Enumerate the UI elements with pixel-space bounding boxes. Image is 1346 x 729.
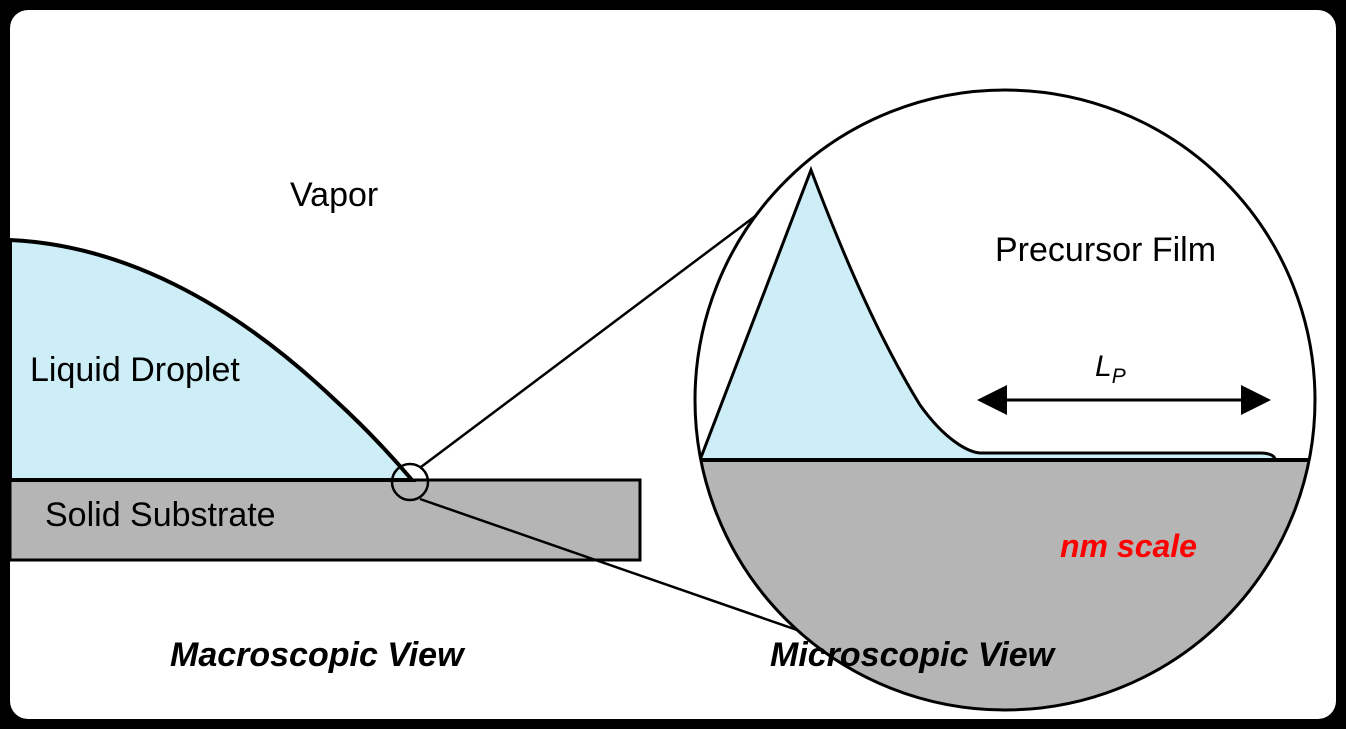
label-liquid-droplet: Liquid Droplet [30, 351, 240, 390]
label-microscopic-view: Microscopic View [770, 636, 1054, 675]
label-macroscopic-view: Macroscopic View [170, 636, 464, 675]
label-precursor-film: Precursor Film [995, 231, 1216, 270]
micro-substrate [695, 460, 1315, 729]
diagram-stage: Vapor Liquid Droplet Solid Substrate Mac… [0, 0, 1346, 729]
label-lp: LP [1095, 350, 1126, 389]
label-solid-substrate: Solid Substrate [45, 496, 276, 535]
microscopic-view [695, 90, 1315, 729]
label-nm-scale: nm scale [1060, 528, 1197, 565]
label-vapor: Vapor [290, 176, 378, 215]
